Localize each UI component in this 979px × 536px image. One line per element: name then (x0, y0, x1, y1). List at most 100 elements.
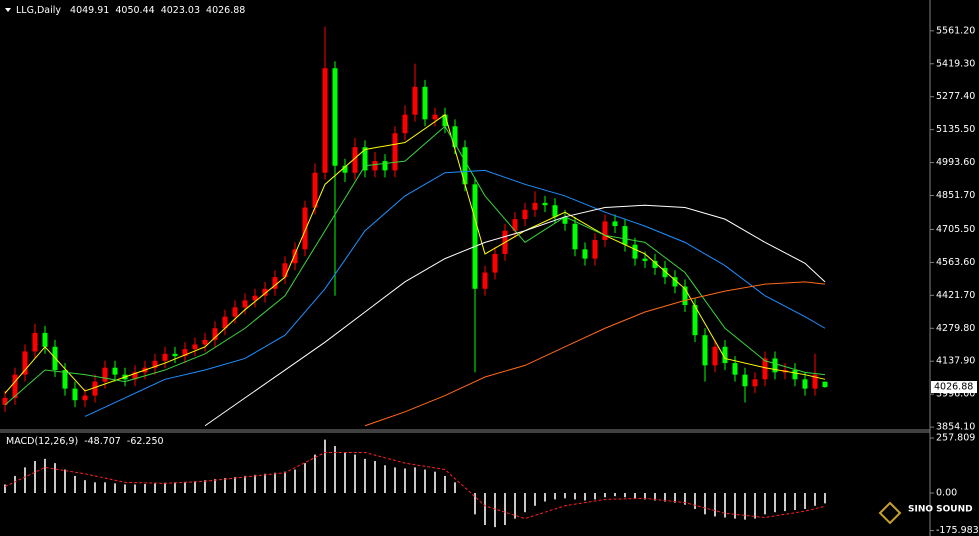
candle-body (222, 316, 228, 329)
candle-body (82, 395, 88, 401)
candle-body (192, 344, 198, 350)
moving-average (4, 125, 826, 406)
y-tick-label: 4279.80 (936, 323, 975, 334)
candle-body (722, 346, 728, 364)
macd-title: MACD(12,26,9) (6, 436, 78, 447)
candle-body (512, 219, 518, 231)
candle-body (462, 147, 468, 185)
candle-body (282, 263, 288, 278)
candle-body (312, 172, 318, 208)
candle-body (792, 370, 798, 380)
candle-body (552, 205, 558, 217)
candle-body (482, 272, 488, 289)
y-tick-label: 3996.00 (936, 389, 975, 400)
candle-body (272, 277, 278, 289)
candle-body (632, 244, 638, 259)
ohlc-high: 4050.44 (115, 5, 154, 16)
candle-body (332, 68, 338, 166)
candle-body (402, 114, 408, 134)
current-price-box (931, 381, 977, 394)
candle-body (672, 277, 678, 287)
candle-body (182, 349, 188, 357)
candle-body (262, 288, 268, 296)
candle-body (642, 258, 648, 261)
watermark-logo: SINO SOUND (878, 501, 973, 525)
candle-body (412, 86, 418, 115)
candle-body (292, 249, 298, 264)
logo-diamond (878, 501, 902, 525)
candle-body (92, 381, 98, 396)
y-tick-label: 4705.50 (936, 224, 975, 235)
candle-body (622, 226, 628, 245)
candle-body (252, 295, 258, 301)
candle-body (362, 147, 368, 171)
moving-average (84, 169, 826, 417)
current-price-label: 4026.88 (934, 382, 973, 393)
candle-body (382, 161, 388, 171)
macd-y-tick-label: 257.809 (936, 432, 975, 443)
chart-header: LLG,Daily 4049.91 4050.44 4023.03 4026.8… (16, 5, 245, 16)
candle-body (342, 165, 348, 173)
candle-body (742, 374, 748, 387)
candle-body (62, 370, 68, 389)
candle-body (522, 209, 528, 220)
candle-body (812, 374, 818, 389)
moving-average (364, 281, 826, 427)
candle-body (72, 388, 78, 401)
candle-body (692, 305, 698, 336)
candle-body (452, 126, 458, 148)
candle-body (32, 332, 38, 352)
y-tick-label: 3854.10 (936, 422, 975, 433)
candle-body (682, 286, 688, 306)
candle-body (2, 397, 8, 405)
candle-body (822, 381, 828, 388)
y-tick-label: 5277.40 (936, 91, 975, 102)
ohlc-close: 4026.88 (206, 5, 245, 16)
candle-body (652, 260, 658, 268)
candle-body (152, 360, 158, 368)
macd-y-tick-label: 0.00 (936, 487, 957, 498)
macd-y-tick-label: -175.983 (936, 525, 979, 536)
y-tick-label: 4851.70 (936, 190, 975, 201)
candle-body (42, 332, 48, 347)
watermark-text: SINO SOUND (908, 505, 973, 515)
candle-body (212, 328, 218, 340)
candle-body (242, 300, 248, 308)
y-tick-label: 5135.50 (936, 124, 975, 135)
candle-body (102, 367, 108, 382)
candle-body (612, 221, 618, 227)
menu-triangle (5, 8, 11, 12)
candle-body (422, 86, 428, 120)
macd-header: MACD(12,26,9) -48.707 -62.250 (6, 436, 164, 447)
candle-body (172, 353, 178, 357)
candle-body (762, 358, 768, 380)
macd-signal (4, 451, 826, 520)
candle-body (232, 307, 238, 317)
candle-body (302, 207, 308, 250)
candle-body (802, 379, 808, 389)
y-tick-label: 4993.60 (936, 157, 975, 168)
candle-body (492, 253, 498, 273)
symbol: LLG,Daily (16, 5, 61, 16)
moving-average (4, 113, 826, 394)
candle-body (542, 202, 548, 206)
candle-body (712, 346, 718, 366)
candle-body (392, 133, 398, 171)
candle-body (752, 379, 758, 387)
candle-body (352, 147, 358, 173)
y-tick-label: 4421.70 (936, 290, 975, 301)
candle-body (432, 114, 438, 120)
candle-body (372, 161, 378, 171)
candle-body (112, 367, 118, 375)
candle-body (22, 351, 28, 375)
y-tick-label: 5561.20 (936, 25, 975, 36)
candle-body (662, 267, 668, 278)
candle-body (162, 353, 168, 361)
ohlc-low: 4023.03 (161, 5, 200, 16)
candle-body (562, 216, 568, 224)
candle-body (592, 240, 598, 259)
y-tick-label: 4137.90 (936, 356, 975, 367)
candle-body (442, 114, 448, 127)
